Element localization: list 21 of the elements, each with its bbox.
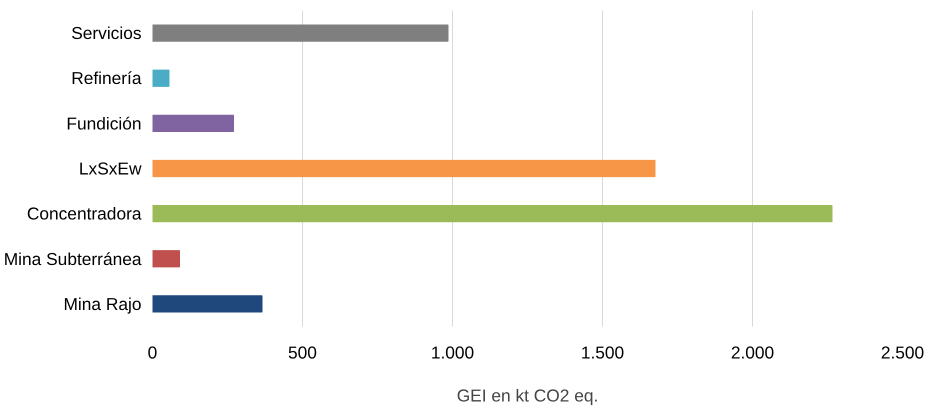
bar	[152, 205, 832, 222]
bar	[152, 24, 448, 42]
x-tick-label: 1.000	[430, 342, 474, 362]
x-tick-label: 2.500	[880, 342, 924, 362]
bar	[152, 114, 234, 132]
x-tick-label: 0	[148, 342, 158, 362]
x-tick-label: 2.000	[730, 342, 774, 362]
y-tick-label: Mina Rajo	[63, 294, 142, 314]
bar	[152, 295, 262, 313]
bar	[152, 160, 656, 178]
y-tick-label: Mina Subterránea	[4, 248, 142, 269]
x-axis-title: GEI en kt CO2 eq.	[456, 386, 598, 406]
x-tick-label: 1.500	[580, 342, 624, 362]
y-tick-label: Refinería	[71, 68, 142, 88]
y-tick-label: Concentradora	[26, 204, 142, 224]
y-tick-label: Servicios	[71, 23, 142, 44]
bar	[152, 70, 170, 87]
y-tick-label: LxSxEw	[78, 158, 142, 178]
x-tick-label: 500	[288, 342, 317, 362]
bar	[152, 250, 180, 268]
y-tick-label: Fundición	[66, 113, 142, 134]
